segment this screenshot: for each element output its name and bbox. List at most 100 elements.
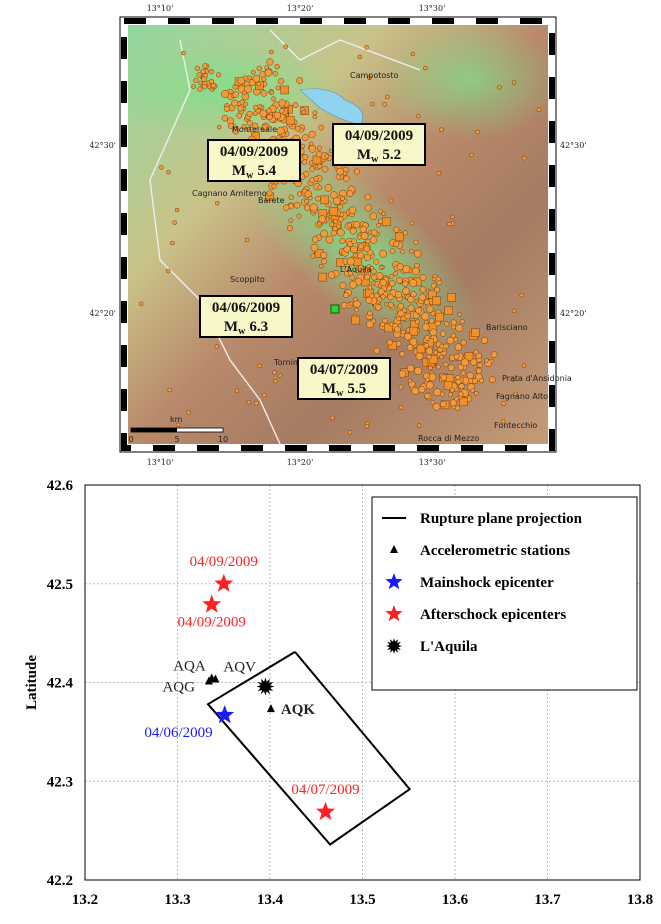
map-tick-label: 42°30' — [89, 141, 116, 150]
event-dot — [354, 169, 360, 175]
event-dot — [390, 248, 395, 253]
event-dot — [357, 235, 361, 239]
event-dot — [275, 64, 280, 69]
event-dot — [242, 91, 246, 95]
event-dot — [372, 275, 378, 281]
event-dot — [287, 225, 293, 231]
event-dot — [520, 293, 524, 297]
town-label: Rocca di Mezzo — [418, 434, 479, 443]
event-dot — [407, 344, 413, 350]
town-label: Prata d'Ansidonia — [502, 374, 572, 383]
event-dot — [317, 146, 321, 150]
event-dot — [364, 246, 370, 252]
event-dot — [365, 45, 369, 49]
event-dot — [328, 272, 335, 279]
event-dot — [265, 69, 272, 76]
event-dot — [353, 297, 357, 301]
mainshock-square — [331, 305, 339, 313]
event-dot — [343, 293, 348, 298]
event-dot — [455, 406, 460, 411]
event-dot — [454, 397, 458, 401]
star-marker — [215, 705, 234, 723]
event-dot — [277, 127, 284, 134]
event-dot — [408, 379, 412, 383]
event-dot — [354, 308, 358, 312]
event-dot — [272, 184, 277, 189]
event-dot — [403, 265, 410, 272]
event-dot — [216, 72, 221, 77]
event-square — [382, 218, 390, 226]
event-dot — [319, 216, 326, 223]
event-dot — [393, 241, 399, 247]
event-dot — [247, 111, 253, 117]
event-square — [447, 293, 455, 301]
event-dot — [425, 335, 430, 340]
event-dot — [429, 319, 434, 324]
event-dot — [301, 144, 305, 148]
event-dot — [261, 90, 267, 96]
event-dot — [321, 230, 328, 237]
x-tick-label: 13.7 — [534, 892, 561, 908]
event-dot — [266, 108, 271, 113]
event-dot — [253, 111, 257, 115]
event-dot — [426, 382, 433, 389]
event-dot — [224, 106, 230, 112]
event-dot — [405, 313, 411, 319]
event-square — [433, 297, 441, 305]
event-dot — [351, 239, 356, 244]
legend-label: Rupture plane projection — [420, 511, 583, 527]
event-dot — [420, 274, 426, 280]
event-dot — [430, 329, 437, 336]
event-dot — [309, 131, 316, 138]
event-dot — [434, 287, 439, 292]
event-dot — [337, 229, 344, 236]
town-label: Montereale — [232, 125, 277, 134]
event-dot — [408, 305, 414, 311]
event-dot — [317, 164, 322, 169]
event-dot — [301, 110, 305, 114]
event-dot — [474, 350, 478, 354]
x-tick-label: 13.5 — [349, 892, 375, 908]
event-dot — [279, 100, 286, 107]
magnitude-value: 5.4 — [257, 163, 276, 179]
event-dot — [428, 366, 432, 370]
event-dot — [451, 333, 456, 338]
magnitude-value: 5.5 — [347, 381, 366, 397]
legend-label: L'Aquila — [420, 639, 478, 655]
event-dot — [364, 254, 371, 261]
event-dot — [341, 302, 347, 308]
event-dot — [370, 294, 375, 299]
event-dot — [395, 291, 402, 298]
event-square — [286, 116, 294, 124]
event-dot — [297, 214, 301, 218]
event-dot — [427, 355, 431, 359]
event-dot — [350, 246, 357, 253]
event-dot — [273, 371, 277, 375]
event-dot — [271, 97, 275, 101]
event-dot — [470, 359, 477, 366]
y-tick-label: 42.5 — [47, 577, 73, 593]
event-dot — [450, 215, 454, 219]
event-dot — [197, 73, 202, 78]
event-dot — [461, 340, 467, 346]
map-tick-label: 42°20' — [560, 309, 587, 318]
event-dot — [215, 345, 219, 349]
event-dot — [424, 320, 428, 324]
event-dot — [479, 378, 484, 383]
event-dot — [349, 207, 356, 214]
event-dot — [537, 108, 541, 112]
station-marker — [267, 704, 275, 712]
event-dot — [199, 81, 203, 85]
event-dot — [431, 401, 435, 405]
event-dot — [378, 289, 384, 295]
event-dot — [192, 85, 196, 89]
event-dot — [484, 358, 488, 362]
event-square — [445, 307, 453, 315]
event-dot — [302, 134, 308, 140]
point-label: 04/07/2009 — [291, 782, 359, 798]
point-label: AQG — [162, 680, 195, 696]
event-dot — [333, 219, 337, 223]
event-dot — [289, 195, 294, 200]
event-dot — [370, 102, 374, 106]
event-dot — [293, 102, 298, 107]
